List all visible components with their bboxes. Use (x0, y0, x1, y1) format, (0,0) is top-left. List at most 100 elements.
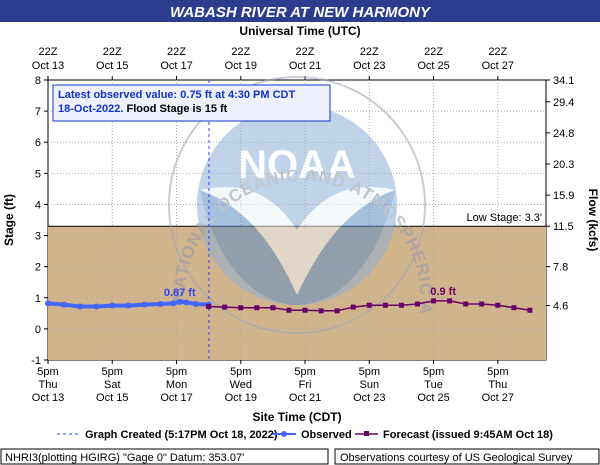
left-tick-label: 3 (35, 231, 41, 243)
left-tick-label: 0 (35, 324, 41, 336)
bottom-tick-weekday: Wed (230, 379, 252, 391)
top-axis-title: Universal Time (UTC) (239, 24, 360, 38)
legend: Graph Created (5:17PM Oct 18, 2022) Obse… (57, 429, 553, 441)
observed-point (93, 303, 100, 310)
forecast-point (318, 308, 324, 314)
bottom-tick-time: 5pm (166, 366, 187, 378)
top-tick-date: Oct 13 (32, 60, 64, 72)
left-tick-label: 6 (35, 137, 41, 149)
title-bar (0, 0, 600, 22)
right-tick-label: 24.8 (553, 128, 574, 140)
info-flood-stage-text: Flood Stage is 15 ft (123, 103, 227, 115)
forecast-point (366, 302, 372, 308)
footer-credit: Observations courtesy of US Geological S… (340, 452, 573, 464)
observed-point (157, 301, 164, 307)
top-tick-date: Oct 27 (482, 60, 514, 72)
top-tick-time: 22Z (103, 46, 122, 58)
bottom-tick-time: 5pm (359, 366, 380, 378)
bottom-tick-time: 5pm (102, 366, 123, 378)
chart-title: WABASH RIVER AT NEW HARMONY (170, 4, 432, 21)
left-tick-label: 4 (35, 199, 41, 211)
forecast-point (334, 308, 340, 314)
left-tick-label: 8 (35, 75, 41, 87)
bottom-tick-time: 5pm (487, 366, 508, 378)
left-axis-ticks: -1 0 1 2 3 4 5 6 7 8 (31, 75, 48, 367)
observed-points (45, 298, 212, 310)
bottom-tick-weekday: Sun (360, 379, 380, 391)
bottom-tick-time: 5pm (294, 366, 315, 378)
right-tick-label: 11.5 (553, 221, 574, 233)
right-tick-label: 7.8 (553, 262, 568, 274)
right-tick-label: 15.9 (553, 190, 574, 202)
info-latest-observed: Latest observed value: 0.75 ft at 4:30 P… (58, 89, 295, 101)
bottom-tick-date: Oct 19 (225, 392, 257, 404)
bottom-tick-date: Oct 17 (160, 392, 192, 404)
bottom-tick-date: Oct 13 (32, 392, 64, 404)
forecast-point (270, 305, 276, 311)
info-flood-stage: 18-Oct-2022. Flood Stage is 15 ft (58, 103, 228, 115)
bottom-tick-weekday: Sat (104, 379, 121, 391)
top-tick-time: 22Z (167, 46, 186, 58)
seal-gull-shape (200, 190, 395, 305)
bottom-tick-date: Oct 15 (96, 392, 128, 404)
bottom-tick-weekday: Mon (166, 379, 187, 391)
top-tick-time: 22Z (488, 46, 507, 58)
forecast-points (206, 298, 533, 314)
forecast-point (463, 301, 469, 307)
forecast-point (398, 302, 404, 308)
bottom-tick-date: Oct 25 (417, 392, 449, 404)
observed-point (125, 302, 132, 309)
seal-ring (168, 76, 426, 334)
legend-observed-label: Observed (301, 429, 352, 441)
observed-point (183, 299, 190, 306)
right-axis-title: Flow (kcfs) (586, 189, 600, 252)
left-tick-label: 5 (35, 168, 41, 180)
observed-point (176, 298, 183, 305)
forecast-peak-label: 0.9 ft (430, 286, 456, 298)
info-date: 18-Oct-2022. (58, 103, 123, 115)
top-tick-date: Oct 25 (417, 60, 449, 72)
right-tick-label: 34.1 (553, 75, 574, 87)
right-axis-ticks: 4.6 7.8 11.5 15.9 20.3 24.8 29.4 34.1 (546, 75, 574, 313)
bottom-tick-weekday: Tue (424, 379, 443, 391)
forecast-point (254, 305, 260, 311)
bottom-tick-weekday: Fri (299, 379, 312, 391)
top-tick-time: 22Z (296, 46, 315, 58)
seal-gull-icon (200, 186, 395, 295)
observed-point (170, 300, 177, 307)
bottom-tick-date: Oct 21 (289, 392, 321, 404)
left-axis-title: Stage (ft) (2, 194, 16, 246)
forecast-point (447, 298, 453, 304)
top-axis-ticks: 22Z Oct 13 22Z Oct 15 22Z Oct 17 22Z Oct 19 22Z O… (32, 46, 514, 80)
right-tick-label: 20.3 (553, 159, 574, 171)
right-tick-label: 4.6 (553, 301, 568, 313)
bottom-tick-weekday: Thu (39, 379, 58, 391)
observed-point (45, 300, 51, 307)
observed-point (141, 301, 148, 308)
bottom-tick-time: 5pm (230, 366, 251, 378)
top-tick-date: Oct 15 (96, 60, 128, 72)
legend-created-label: Graph Created (5:17PM Oct 18, 2022) (85, 429, 278, 441)
forecast-point (238, 305, 244, 311)
right-tick-label: 29.4 (553, 97, 574, 109)
top-tick-date: Oct 17 (160, 60, 192, 72)
left-tick-label: 7 (35, 106, 41, 118)
bottom-tick-weekday: Thu (488, 379, 507, 391)
observed-peak-label: 0.87 ft (164, 287, 196, 299)
bottom-tick-time: 5pm (37, 366, 58, 378)
bottom-axis-title: Site Time (CDT) (252, 410, 341, 424)
observed-point (192, 301, 199, 307)
top-tick-date: Oct 19 (225, 60, 257, 72)
legend-forecast-marker (364, 431, 369, 436)
plot-area: NOAA NATIONAL OCEANIC AND ATMOSPHERIC AD… (0, 0, 547, 361)
forecast-point (222, 304, 228, 310)
forecast-point (511, 305, 517, 311)
info-box (52, 84, 331, 122)
bottom-tick-time: 5pm (423, 366, 444, 378)
top-tick-time: 22Z (360, 46, 379, 58)
left-tick-label: 2 (35, 262, 41, 274)
footer-datum: NHRI3(plotting HGIRG) "Gage 0" Datum: 35… (5, 452, 244, 464)
observed-point (61, 301, 68, 308)
